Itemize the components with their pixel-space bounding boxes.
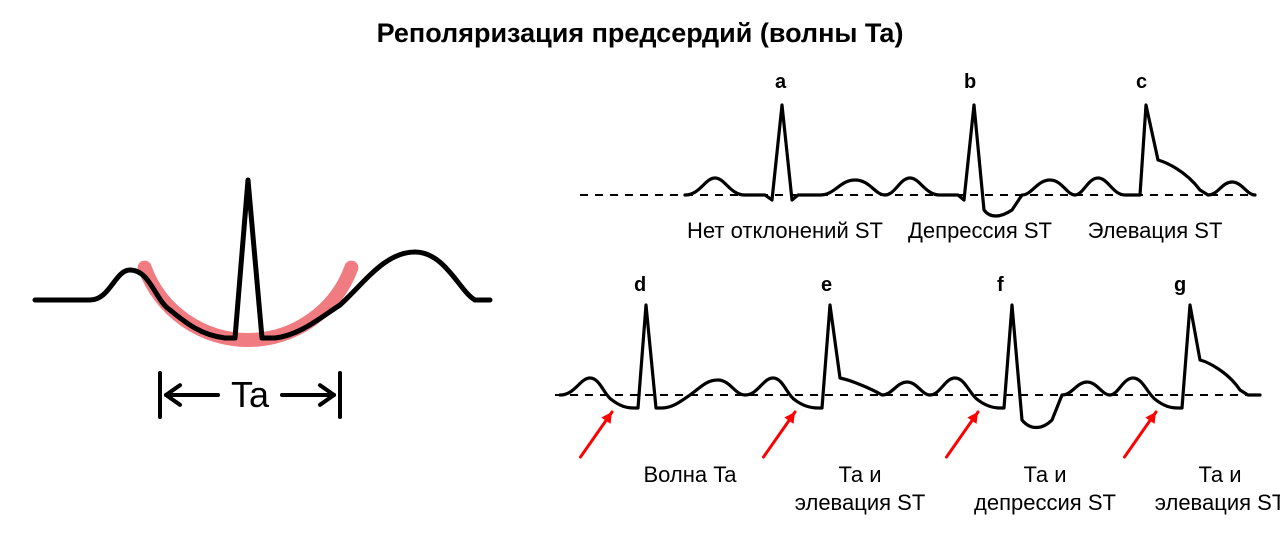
label-a: Нет отклонений ST: [685, 218, 885, 244]
complex-g: [1110, 305, 1260, 408]
label-c: Элевация ST: [1075, 218, 1235, 244]
letter-c: c: [1136, 71, 1147, 94]
arrow-d: [580, 412, 612, 457]
letter-a: a: [775, 71, 786, 94]
letter-f: f: [997, 274, 1004, 297]
label-e: Та иэлевация ST: [785, 461, 935, 516]
arrow-f: [946, 412, 978, 457]
label-d: Волна Ta: [620, 461, 760, 489]
arrow-g: [1124, 412, 1156, 457]
ta-highlight-arc: [145, 268, 352, 340]
arrow-e: [763, 412, 795, 457]
letter-d: d: [634, 274, 646, 297]
letter-b: b: [964, 71, 976, 94]
label-g: Та иэлевация ST: [1145, 461, 1280, 516]
letter-g: g: [1174, 274, 1186, 297]
letter-e: e: [821, 274, 832, 297]
complex-f: [930, 305, 1110, 428]
complex-a: [685, 105, 885, 200]
complex-e: [745, 305, 930, 408]
label-f: Та идепрессия ST: [965, 461, 1125, 516]
label-b: Депрессия ST: [895, 218, 1065, 244]
left-ecg-waveform: [35, 180, 490, 338]
complex-b: [885, 105, 1075, 216]
complex-d: [560, 305, 745, 408]
complex-c: [1075, 105, 1255, 195]
ta-label-text: Ta: [231, 374, 270, 415]
